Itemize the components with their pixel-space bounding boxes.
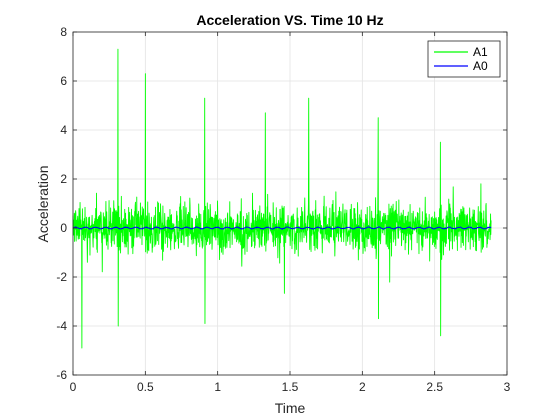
chart-title: Acceleration VS. Time 10 Hz [196, 12, 383, 28]
legend-label-a1: A1 [473, 45, 488, 59]
y-tick-label: 4 [60, 123, 67, 137]
y-axis-title: Acceleration [35, 165, 51, 242]
series-a0-line [72, 226, 492, 230]
x-tick-label: 1 [214, 380, 221, 394]
y-tick-label: -2 [56, 270, 67, 284]
x-axis-title: Time [275, 400, 306, 416]
y-tick-label: 6 [60, 74, 67, 88]
legend-label-a0: A0 [473, 59, 488, 73]
ticks: 0 0.5 1 1.5 2 2.5 3 -6 -4 -2 0 2 4 6 8 [56, 25, 510, 394]
y-tick-label: 8 [60, 25, 67, 39]
legend-box [427, 40, 501, 78]
series-a1-line [72, 48, 492, 349]
y-tick-label: 0 [60, 221, 67, 235]
x-tick-label: 2 [359, 380, 366, 394]
x-tick-label: 0 [70, 380, 77, 394]
x-tick-label: 1.5 [282, 380, 299, 394]
y-tick-label: 2 [60, 172, 67, 186]
series-group [72, 48, 492, 349]
y-tick-label: -6 [56, 368, 67, 382]
y-tick-label: -4 [56, 319, 67, 333]
x-tick-label: 0.5 [137, 380, 154, 394]
x-tick-label: 2.5 [426, 380, 443, 394]
x-tick-label: 3 [504, 380, 511, 394]
